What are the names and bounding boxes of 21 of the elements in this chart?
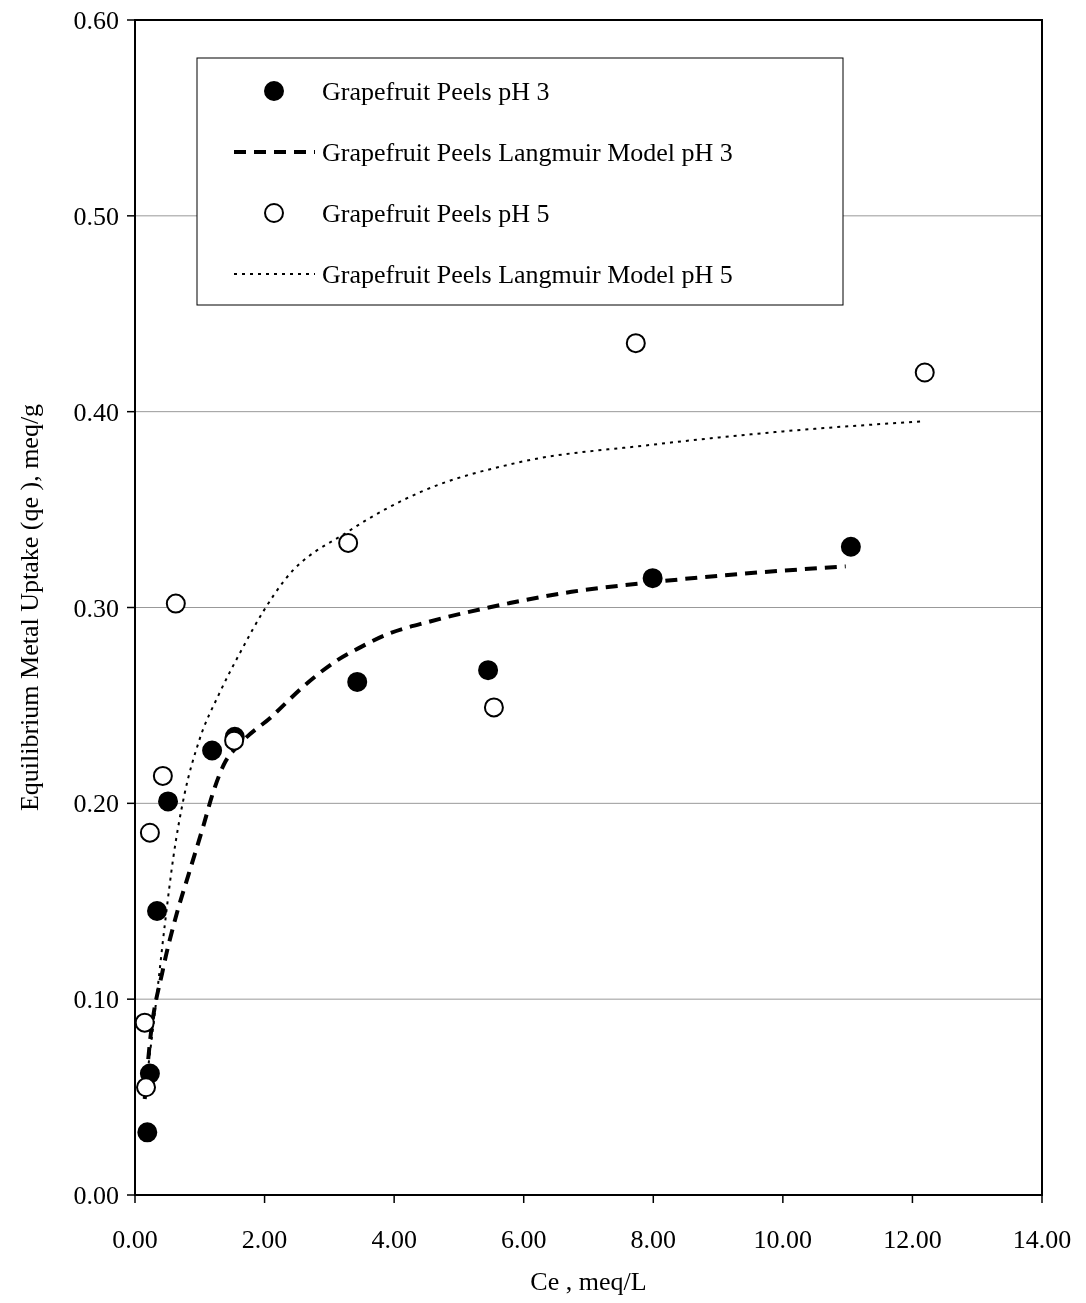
x-tick-label: 2.00 <box>241 1225 288 1254</box>
y-tick-label: 0.00 <box>73 1181 119 1210</box>
x-tick-label: 12.00 <box>883 1225 942 1254</box>
x-tick-label: 10.00 <box>753 1225 813 1254</box>
y-tick-label: 0.40 <box>73 397 119 427</box>
y-axis-title: Equilibrium Metal Uptake (qe ), meq/g <box>15 403 44 812</box>
x-tick-label: 8.00 <box>630 1225 677 1254</box>
x-tick-label: 4.00 <box>371 1225 417 1254</box>
x-tick-label: 6.00 <box>500 1225 547 1254</box>
x-tick-label: 0.00 <box>112 1225 158 1254</box>
y-tick-label: 0.10 <box>73 985 119 1015</box>
y-tick-label: 0.20 <box>73 789 119 819</box>
legend-label: Grapefruit Peels pH 5 <box>322 199 550 228</box>
x-axis-title: Ce , meq/L <box>530 1267 647 1296</box>
y-tick-label: 0.60 <box>73 6 119 35</box>
legend-label: Grapefruit Peels pH 3 <box>322 77 550 106</box>
y-tick-label: 0.50 <box>73 201 119 231</box>
legend-label: Grapefruit Peels Langmuir Model pH 5 <box>322 260 733 289</box>
legend-label: Grapefruit Peels Langmuir Model pH 3 <box>322 138 733 167</box>
y-tick-label: 0.30 <box>73 593 119 623</box>
x-tick-label: 14.00 <box>1012 1225 1072 1254</box>
